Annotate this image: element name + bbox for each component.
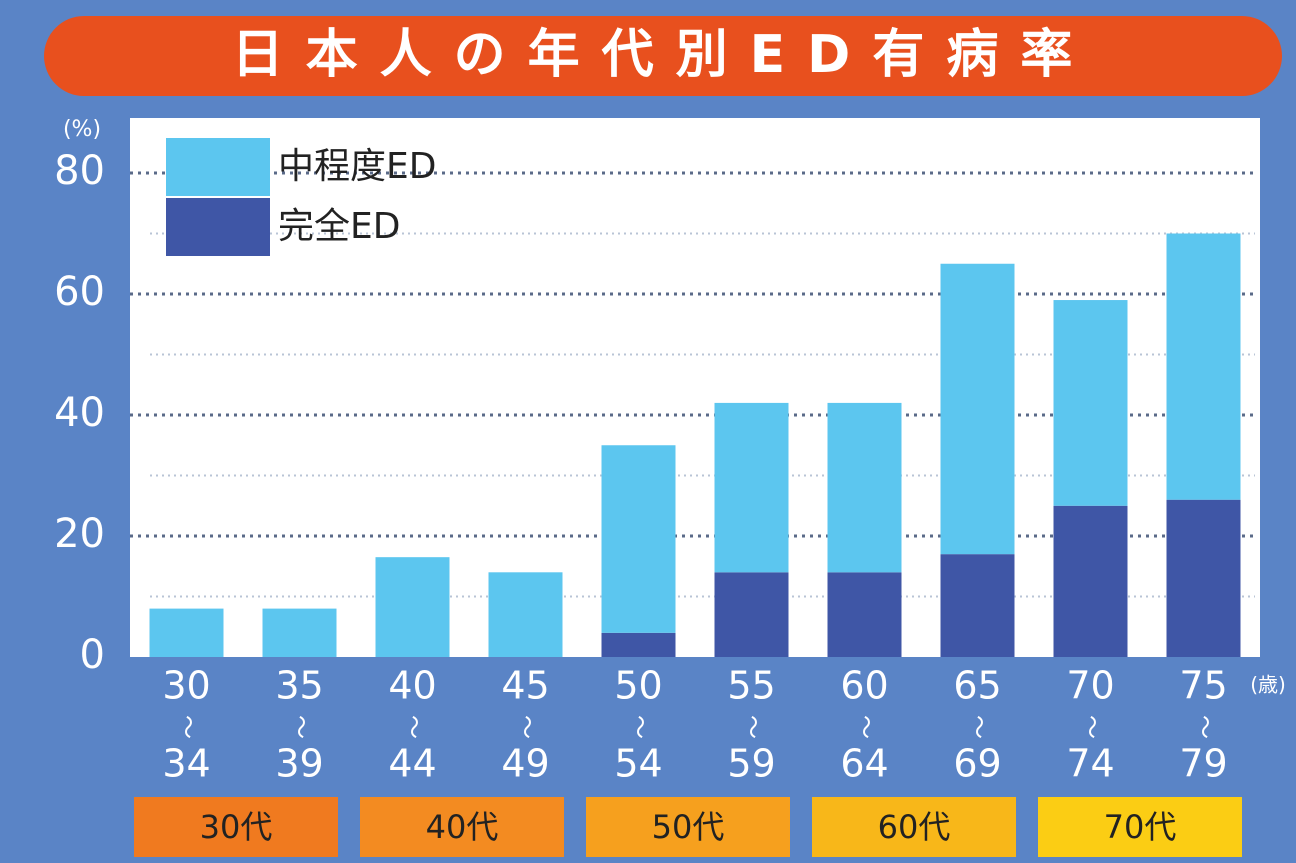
legend-label: 中程度ED	[278, 146, 436, 187]
legend-swatch	[166, 138, 270, 196]
bar-segment	[601, 632, 676, 657]
group-label: 40代	[426, 808, 499, 846]
x-tick-end-label: 74	[1066, 742, 1114, 786]
x-tick-end-label: 39	[275, 742, 323, 786]
x-tick-label: 65	[953, 664, 1001, 708]
bar-segment	[827, 572, 902, 657]
y-tick-label: 60	[54, 269, 105, 315]
x-range-mark: 〜	[965, 715, 993, 739]
x-tick-end-label: 34	[162, 742, 210, 786]
y-tick-label: 80	[54, 148, 105, 194]
x-range-mark: 〜	[852, 715, 880, 739]
bar-segment	[262, 608, 337, 657]
x-tick-end-label: 44	[388, 742, 436, 786]
x-tick-label: 55	[727, 664, 775, 708]
x-tick-label: 35	[275, 664, 323, 708]
bar-segment	[149, 608, 224, 657]
x-tick-label: 45	[501, 664, 549, 708]
bar-segment	[827, 402, 902, 573]
x-tick-end-label: 64	[840, 742, 888, 786]
x-tick-end-label: 79	[1179, 742, 1227, 786]
x-tick-end-label: 69	[953, 742, 1001, 786]
bar-segment	[1053, 505, 1128, 657]
group-label: 70代	[1104, 808, 1177, 846]
bar-segment	[940, 554, 1015, 657]
group-label: 60代	[878, 808, 951, 846]
x-range-mark: 〜	[739, 715, 767, 739]
group-box	[360, 797, 564, 857]
x-range-mark: 〜	[1078, 715, 1106, 739]
x-unit: (歳)	[1250, 673, 1286, 697]
bar-segment	[1166, 233, 1241, 500]
x-tick-label: 75	[1179, 664, 1227, 708]
x-tick-label: 30	[162, 664, 210, 708]
bar-segment	[1053, 300, 1128, 506]
x-range-mark: 〜	[174, 715, 202, 739]
x-tick-end-label: 54	[614, 742, 662, 786]
group-label: 30代	[200, 808, 273, 846]
x-tick-label: 70	[1066, 664, 1114, 708]
x-range-mark: 〜	[287, 715, 315, 739]
group-label: 50代	[652, 808, 725, 846]
x-range-mark: 〜	[626, 715, 654, 739]
legend-swatch	[166, 198, 270, 256]
bar-segment	[940, 263, 1015, 555]
x-tick-end-label: 59	[727, 742, 775, 786]
x-tick-label: 50	[614, 664, 662, 708]
title-banner	[44, 16, 1282, 96]
group-box	[134, 797, 338, 857]
bar-segment	[375, 557, 450, 657]
x-tick-end-label: 49	[501, 742, 549, 786]
x-range-mark: 〜	[400, 715, 428, 739]
x-tick-label: 60	[840, 664, 888, 708]
bar-segment	[714, 572, 789, 657]
x-range-mark: 〜	[513, 715, 541, 739]
bar-segment	[714, 402, 789, 573]
bar-segment	[488, 572, 563, 657]
y-tick-label: 40	[54, 390, 105, 436]
bar-segment	[601, 445, 676, 633]
legend-label: 完全ED	[278, 206, 400, 247]
chart-title: 日本人の年代別ED有病率	[232, 25, 1095, 85]
group-box	[1038, 797, 1242, 857]
bar-segment	[1166, 499, 1241, 657]
x-tick-label: 40	[388, 664, 436, 708]
group-box	[812, 797, 1016, 857]
x-range-mark: 〜	[1191, 715, 1219, 739]
group-box	[586, 797, 790, 857]
y-tick-label: 20	[54, 511, 105, 557]
y-unit: (%)	[63, 117, 101, 142]
y-tick-label: 0	[80, 632, 105, 678]
